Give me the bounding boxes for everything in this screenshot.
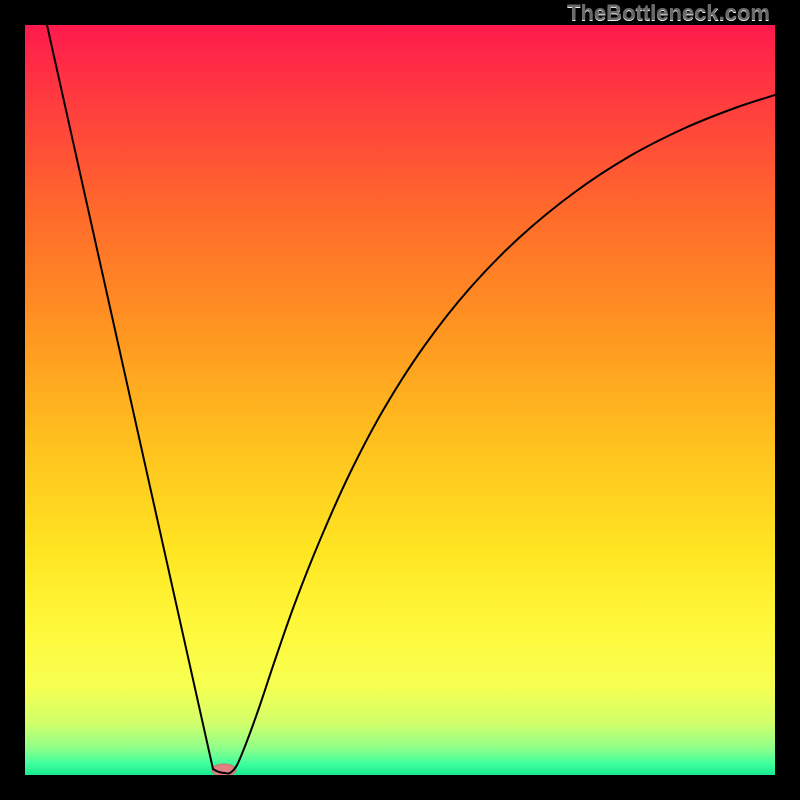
watermark-text: TheBottleneck.com [567, 0, 770, 26]
frame-bottom [0, 775, 800, 800]
frame-left [0, 0, 25, 800]
chart-container: TheBottleneck.com [0, 0, 800, 800]
plot-svg [25, 25, 775, 775]
gradient-background [25, 25, 775, 775]
frame-right [775, 0, 800, 800]
plot-area [25, 25, 775, 775]
